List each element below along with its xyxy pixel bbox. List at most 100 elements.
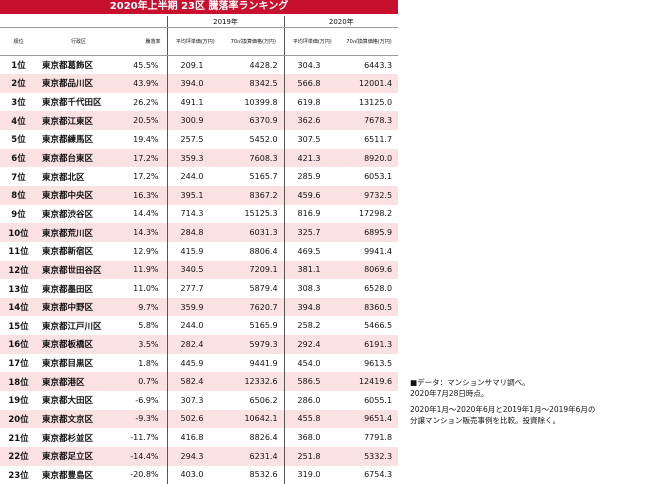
rank-cell: 7位 [0, 167, 37, 186]
converted-price-2019-cell: 10642.1 [223, 410, 284, 429]
converted-price-2019-cell: 8806.4 [223, 242, 284, 261]
rate-cell: 20.5% [120, 111, 167, 130]
year-header-row: 2019年 2020年 [0, 16, 398, 28]
ward-cell: 東京都台東区 [37, 149, 120, 168]
rank-cell: 12位 [0, 261, 37, 280]
rank-cell: 9位 [0, 205, 37, 224]
converted-price-2020-cell: 8360.5 [340, 298, 398, 317]
unit-price-2020-cell: 362.6 [284, 111, 340, 130]
unit-price-2020-cell: 381.1 [284, 261, 340, 280]
ward-cell: 東京都中央区 [37, 186, 120, 205]
converted-price-2019-cell: 6370.9 [223, 111, 284, 130]
rank-cell: 1位 [0, 56, 37, 75]
rank-cell: 21位 [0, 428, 37, 447]
converted-price-2020-cell: 6443.3 [340, 56, 398, 75]
converted-price-2019-cell: 8342.5 [223, 74, 284, 93]
converted-price-2020-cell: 6528.0 [340, 279, 398, 298]
rank-cell: 3位 [0, 93, 37, 112]
unit-price-2020-cell: 304.3 [284, 56, 340, 75]
converted-price-2020-cell: 6511.7 [340, 130, 398, 149]
rate-cell: 11.0% [120, 279, 167, 298]
rate-cell: 26.2% [120, 93, 167, 112]
rate-cell: 17.2% [120, 167, 167, 186]
ward-cell: 東京都葛飾区 [37, 56, 120, 75]
rate-cell: 14.4% [120, 205, 167, 224]
rate-cell: 14.3% [120, 223, 167, 242]
unit-price-2019-cell: 244.0 [167, 167, 223, 186]
unit-price-2020-cell: 325.7 [284, 223, 340, 242]
unit-price-2020-cell: 368.0 [284, 428, 340, 447]
ward-cell: 東京都江東区 [37, 111, 120, 130]
rate-cell: 5.8% [120, 316, 167, 335]
unit-price-2019-cell: 403.0 [167, 466, 223, 484]
converted-price-2020-cell: 7678.3 [340, 111, 398, 130]
rank-cell: 17位 [0, 354, 37, 373]
rank-cell: 10位 [0, 223, 37, 242]
converted-price-2019-cell: 7209.1 [223, 261, 284, 280]
converted-price-2019-cell: 6031.3 [223, 223, 284, 242]
unit-price-2020-cell: 292.4 [284, 335, 340, 354]
unit-price-2020-cell: 394.8 [284, 298, 340, 317]
unit-price-2020-cell: 421.3 [284, 149, 340, 168]
ward-cell: 東京都板橋区 [37, 335, 120, 354]
ward-cell: 東京都江戸川区 [37, 316, 120, 335]
ward-cell: 東京都新宿区 [37, 242, 120, 261]
ward-cell: 東京都練馬区 [37, 130, 120, 149]
note-source-line2: 2020年7月28日時点。 [410, 389, 650, 400]
converted-price-2019-cell: 4428.2 [223, 56, 284, 75]
converted-price-2019-cell: 5979.3 [223, 335, 284, 354]
year-2020-header: 2020年 [284, 16, 398, 28]
rate-cell: 43.9% [120, 74, 167, 93]
unit-price-2019-cell: 415.9 [167, 242, 223, 261]
converted-price-2019-cell: 8367.2 [223, 186, 284, 205]
ward-cell: 東京都港区 [37, 372, 120, 391]
rate-cell: 0.7% [120, 372, 167, 391]
unit-price-2019-cell: 416.8 [167, 428, 223, 447]
ward-cell: 東京都豊島区 [37, 466, 120, 484]
rate-cell: -20.8% [120, 466, 167, 484]
unit-price-2019-cell: 359.3 [167, 149, 223, 168]
unit-price-2019-cell: 395.1 [167, 186, 223, 205]
unit-price-2020-cell: 307.5 [284, 130, 340, 149]
unit-price-2020-cell: 566.8 [284, 74, 340, 93]
converted-price-2019-cell: 5452.0 [223, 130, 284, 149]
column-header-row: 順位 行政区 騰落率 平均坪単価(万円) 70㎡換算価格(万円) 平均坪単価(万… [0, 28, 398, 56]
converted-price-2019-cell: 6506.2 [223, 391, 284, 410]
unit-price-2020-cell: 258.2 [284, 316, 340, 335]
ward-cell: 東京都世田谷区 [37, 261, 120, 280]
unit-price-2020-cell: 286.0 [284, 391, 340, 410]
unit-price-2019-cell: 307.3 [167, 391, 223, 410]
unit-price-2020-cell: 619.8 [284, 93, 340, 112]
col-rate-header: 騰落率 [120, 28, 167, 56]
converted-price-2020-cell: 7791.8 [340, 428, 398, 447]
converted-price-2020-cell: 9613.5 [340, 354, 398, 373]
year-header-spacer [0, 16, 167, 28]
converted-price-2019-cell: 12332.6 [223, 372, 284, 391]
rank-cell: 6位 [0, 149, 37, 168]
unit-price-2019-cell: 340.5 [167, 261, 223, 280]
ranking-table: 2019年 2020年 順位 行政区 騰落率 平均坪単価(万円) 70㎡換算価格… [0, 16, 398, 484]
converted-price-2020-cell: 6191.3 [340, 335, 398, 354]
converted-price-2020-cell: 9732.5 [340, 186, 398, 205]
unit-price-2020-cell: 469.5 [284, 242, 340, 261]
rate-cell: 19.4% [120, 130, 167, 149]
ward-cell: 東京都荒川区 [37, 223, 120, 242]
rate-cell: 16.3% [120, 186, 167, 205]
unit-price-2019-cell: 300.9 [167, 111, 223, 130]
